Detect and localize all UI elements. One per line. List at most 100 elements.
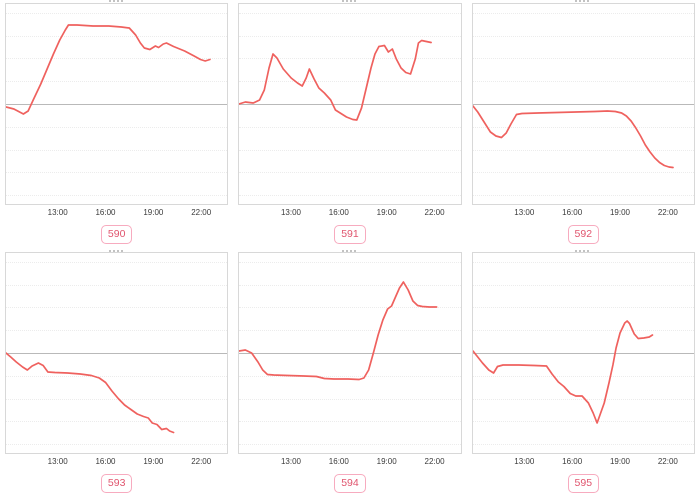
gridline	[6, 195, 228, 197]
x-axis-tick-labels: 13:00 16:00 19:00 22:00	[238, 207, 461, 219]
gridline	[239, 35, 461, 37]
series-line	[239, 253, 460, 453]
x-tick-label: 22:00	[191, 457, 212, 466]
series-line	[6, 4, 227, 204]
chart-cell-592: 13:00 16:00 19:00 22:00 592	[467, 0, 700, 250]
gridline	[6, 330, 228, 332]
chart-id-badge[interactable]: 593	[100, 474, 133, 493]
gridline	[472, 398, 694, 400]
gridline	[472, 375, 694, 377]
gridline	[6, 58, 228, 60]
gridline	[6, 172, 228, 174]
gridline	[239, 284, 461, 286]
x-axis-tick-labels: 13:00 16:00 19:00 22:00	[5, 207, 228, 219]
gridline	[239, 330, 461, 332]
x-axis-tick-labels: 13:00 16:00 19:00 22:00	[472, 456, 695, 468]
chart-cell-590: 13:00 16:00 19:00 22:00 590	[0, 0, 233, 250]
gridline	[239, 444, 461, 446]
chart-id-badge[interactable]: 595	[567, 474, 600, 493]
x-tick-label: 22:00	[191, 208, 212, 217]
chart-cell-594: 13:00 16:00 19:00 22:00 594	[233, 250, 466, 500]
clipped-title-fragment	[341, 250, 358, 252]
gridline	[6, 35, 228, 37]
gridline	[239, 398, 461, 400]
x-tick-label: 19:00	[609, 457, 631, 466]
gridline	[472, 307, 694, 309]
x-tick-label: 22:00	[424, 208, 445, 217]
x-tick-label: 22:00	[424, 457, 445, 466]
clipped-chart-title	[0, 0, 233, 2]
chart-id-badge[interactable]: 591	[334, 225, 366, 244]
gridline	[472, 421, 694, 423]
gridline	[6, 444, 228, 446]
chart-id-badge[interactable]: 592	[567, 225, 600, 244]
badge-row: 592	[472, 224, 695, 244]
gridline	[472, 12, 694, 14]
gridline	[239, 261, 461, 263]
chart-plot	[471, 252, 695, 454]
x-tick-label: 19:00	[376, 457, 397, 466]
clipped-title-fragment	[108, 0, 125, 2]
gridline	[239, 58, 461, 60]
chart-plot	[471, 3, 695, 205]
clipped-chart-title	[0, 250, 233, 252]
clipped-chart-title	[467, 250, 700, 252]
gridline	[6, 421, 228, 423]
badge-row: 595	[472, 473, 695, 493]
gridline	[239, 149, 461, 151]
gridline	[6, 126, 228, 128]
chart-cell-591: 13:00 16:00 19:00 22:00 591	[233, 0, 466, 250]
clipped-chart-title	[233, 250, 466, 252]
chart-plot	[238, 252, 462, 454]
gridline	[472, 284, 694, 286]
gridline	[472, 126, 694, 128]
x-tick-label: 13:00	[514, 208, 535, 217]
x-tick-label: 16:00	[562, 457, 583, 466]
clipped-title-fragment	[341, 0, 358, 2]
x-tick-label: 13:00	[47, 457, 68, 466]
clipped-title-fragment	[575, 250, 592, 252]
x-tick-label: 22:00	[657, 208, 678, 217]
x-tick-label: 13:00	[514, 457, 535, 466]
badge-row: 590	[5, 224, 228, 244]
x-axis-tick-labels: 13:00 16:00 19:00 22:00	[472, 207, 695, 219]
gridline	[6, 12, 228, 14]
gridline	[6, 261, 228, 263]
chart-plot	[5, 3, 229, 205]
clipped-title-fragment	[575, 0, 592, 2]
zero-baseline	[6, 104, 228, 105]
series-line	[6, 253, 227, 453]
gridline	[6, 307, 228, 309]
badge-row: 594	[238, 473, 461, 493]
gridline	[239, 81, 461, 83]
gridline	[6, 375, 228, 377]
x-tick-label: 16:00	[328, 208, 349, 217]
gridline	[472, 81, 694, 83]
gridline	[239, 307, 461, 309]
chart-id-badge[interactable]: 590	[100, 225, 133, 244]
gridline	[239, 195, 461, 197]
gridline	[6, 398, 228, 400]
gridline	[6, 81, 228, 83]
gridline	[472, 261, 694, 263]
zero-baseline	[6, 353, 228, 354]
series-line	[239, 4, 460, 204]
gridline	[239, 421, 461, 423]
x-tick-label: 16:00	[95, 457, 116, 466]
badge-row: 591	[238, 224, 461, 244]
chart-cell-593: 13:00 16:00 19:00 22:00 593	[0, 250, 233, 500]
series-line	[473, 253, 694, 453]
x-tick-label: 13:00	[47, 208, 68, 217]
x-tick-label: 16:00	[328, 457, 349, 466]
x-tick-label: 19:00	[143, 208, 164, 217]
chart-id-badge[interactable]: 594	[334, 474, 366, 493]
series-line	[473, 4, 694, 204]
x-tick-label: 19:00	[143, 457, 164, 466]
x-axis-tick-labels: 13:00 16:00 19:00 22:00	[5, 456, 228, 468]
clipped-chart-title	[233, 0, 466, 2]
chart-plot	[5, 252, 229, 454]
gridline	[472, 330, 694, 332]
chart-cell-595: 13:00 16:00 19:00 22:00 595	[467, 250, 700, 500]
zero-baseline	[239, 104, 461, 105]
gridline	[472, 195, 694, 197]
